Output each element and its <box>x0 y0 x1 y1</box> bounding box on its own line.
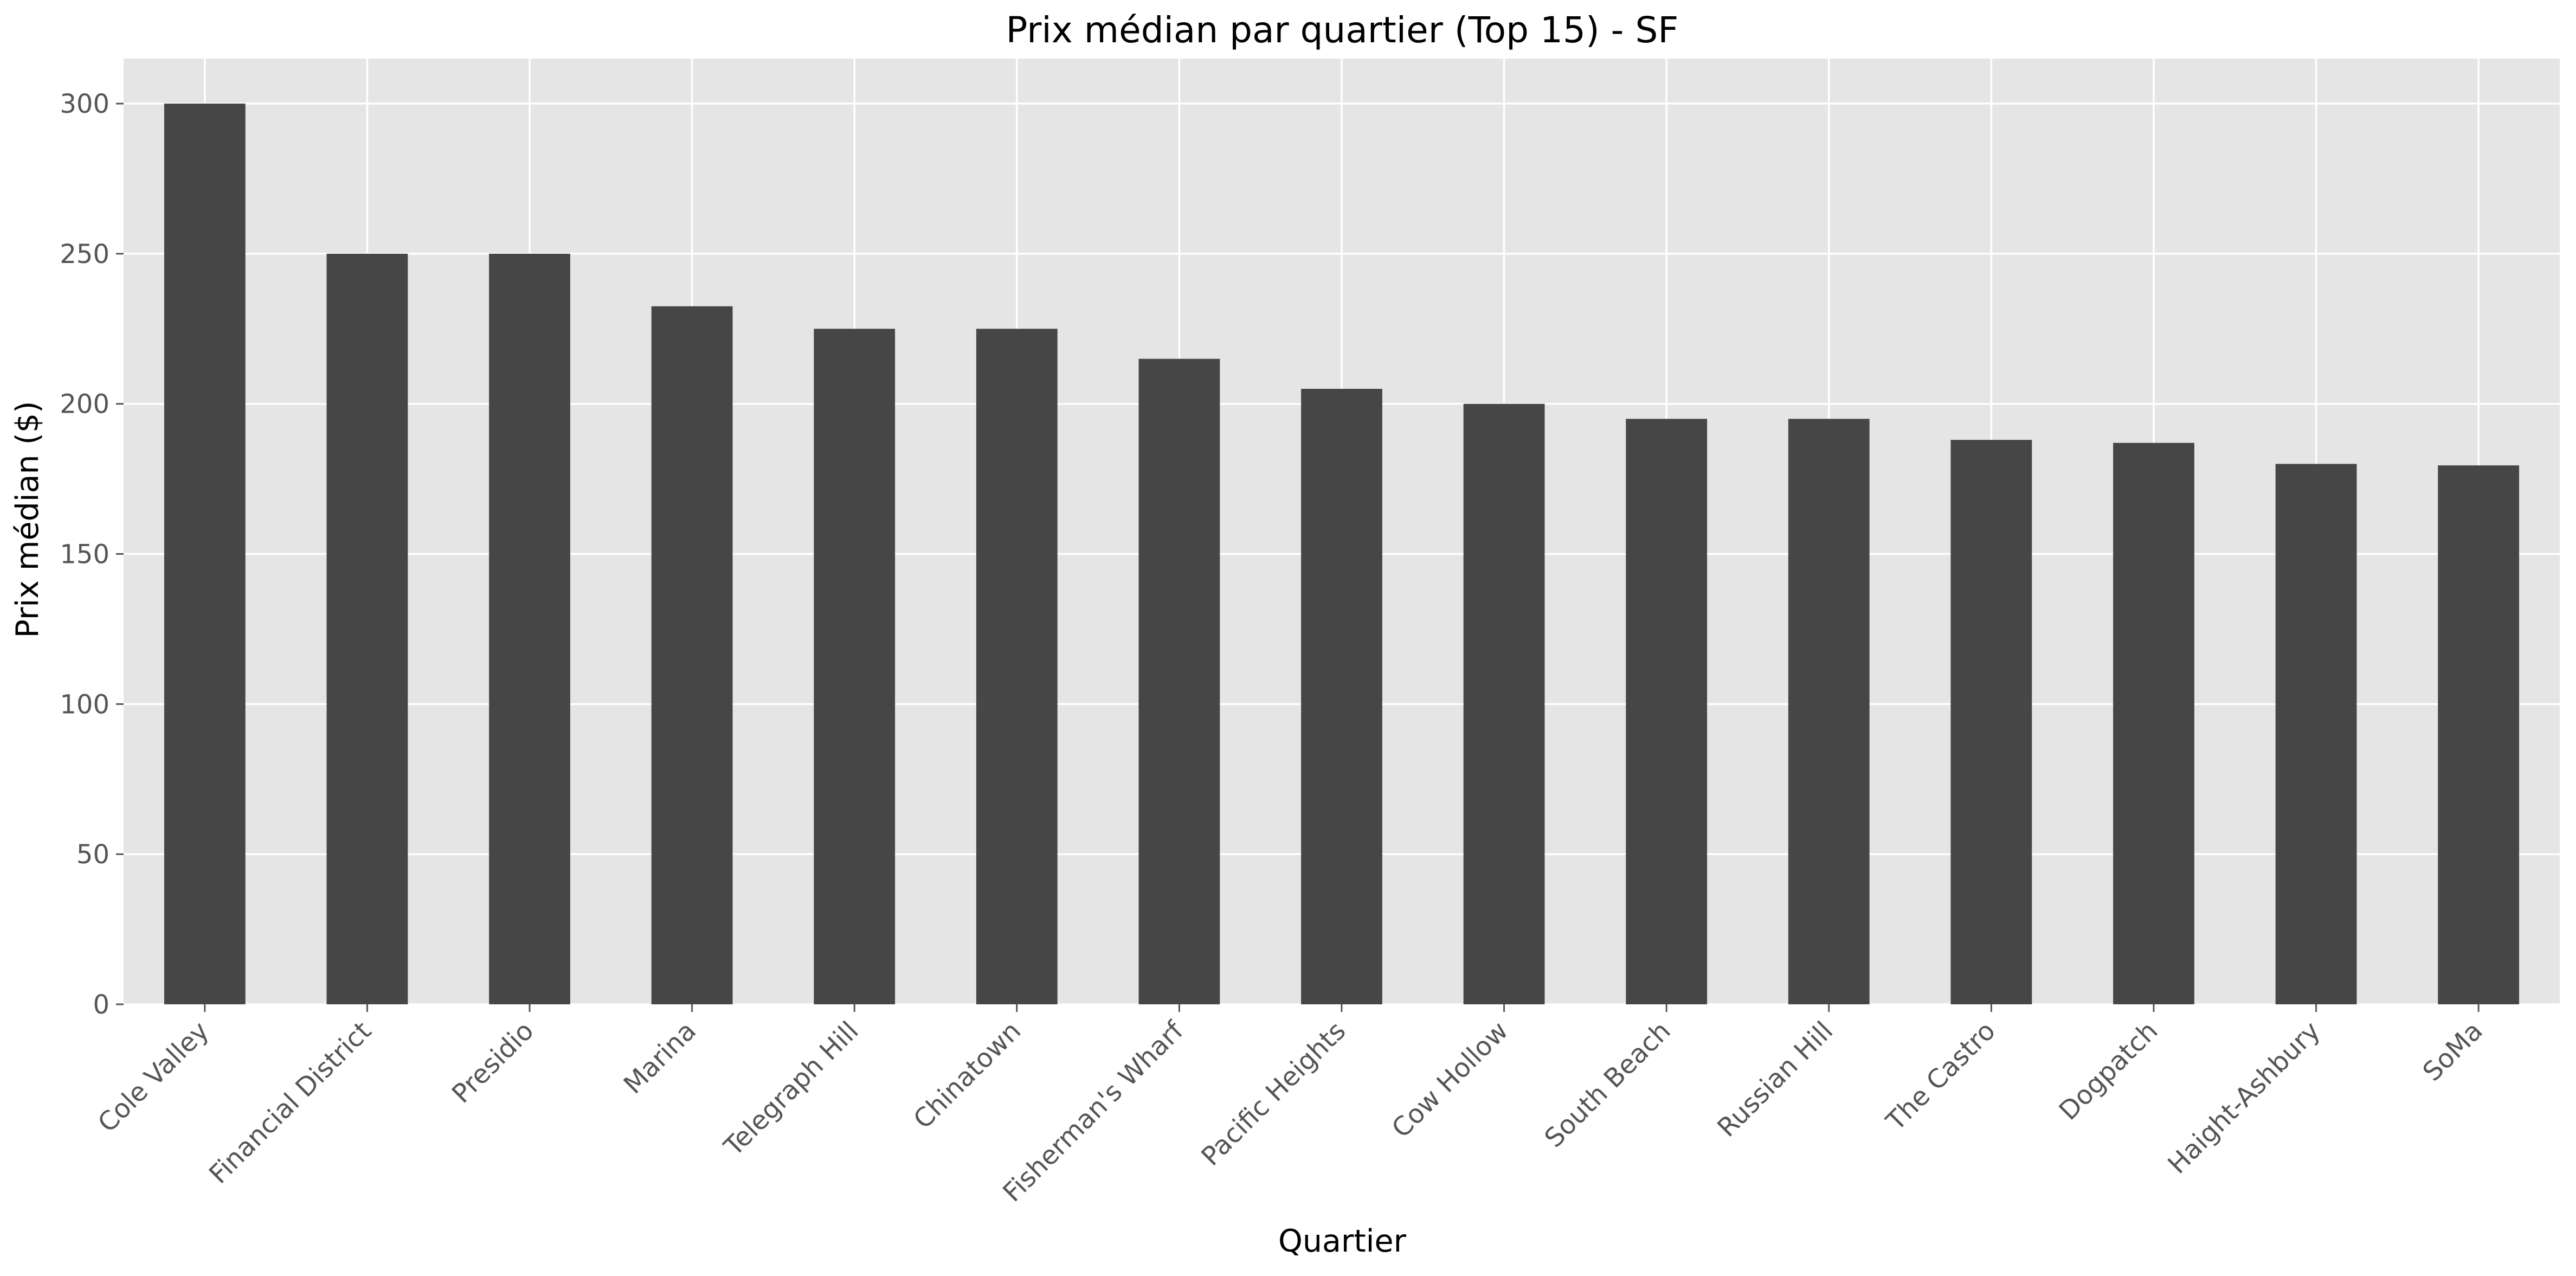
bar <box>651 306 733 1004</box>
bar <box>164 104 246 1005</box>
bar <box>2438 465 2520 1004</box>
y-axis-ticks: 0 50 100 150 200 250 300 <box>60 89 124 1020</box>
x-axis-label: Quartier <box>1278 1223 1407 1259</box>
y-tick-label: 150 <box>60 540 110 570</box>
y-tick-label: 50 <box>76 839 110 870</box>
bar <box>489 253 570 1004</box>
bar <box>976 329 1058 1005</box>
bar <box>1626 419 1708 1004</box>
y-tick-label: 200 <box>60 389 110 420</box>
bar <box>814 329 896 1005</box>
bar <box>1463 403 1545 1004</box>
bar <box>1138 358 1220 1004</box>
bars <box>164 104 2520 1005</box>
bar <box>1950 440 2032 1005</box>
y-axis-label: Prix médian ($) <box>10 401 46 638</box>
y-tick-label: 250 <box>60 239 110 270</box>
y-tick-label: 100 <box>60 689 110 720</box>
bar <box>326 253 408 1004</box>
bar <box>2275 464 2357 1004</box>
bar <box>1301 389 1382 1004</box>
chart-title: Prix médian par quartier (Top 15) - SF <box>1006 9 1679 51</box>
bar <box>1788 419 1870 1004</box>
y-tick-label: 300 <box>60 89 110 119</box>
y-tick-label: 0 <box>93 990 110 1020</box>
bar <box>2113 443 2194 1004</box>
